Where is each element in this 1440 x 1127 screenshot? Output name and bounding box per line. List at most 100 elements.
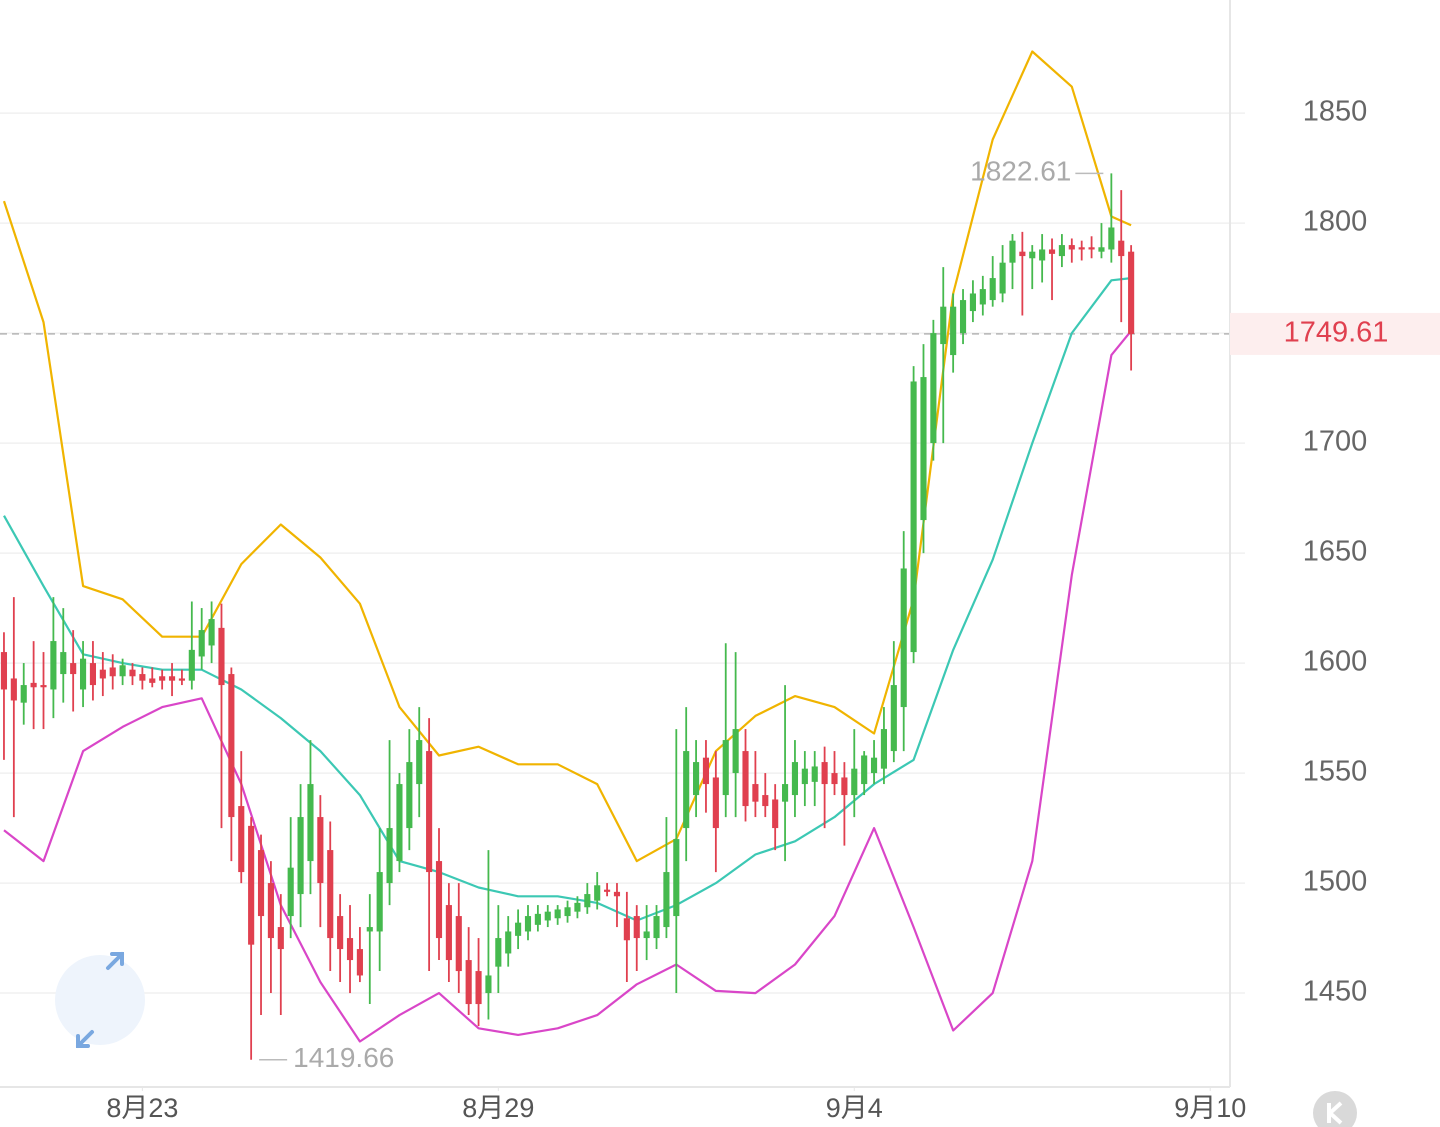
candle-body: [337, 916, 344, 950]
candle-body: [712, 777, 719, 829]
candle-body: [40, 685, 47, 688]
x-tick-label: 9月4: [826, 1093, 883, 1123]
candle-body: [356, 949, 363, 976]
candle-body: [159, 676, 166, 681]
candle-body: [742, 751, 749, 807]
candle-body: [307, 784, 314, 862]
candle-body: [900, 568, 907, 708]
candle-body: [781, 784, 789, 802]
min-label: 1419.66: [293, 1042, 394, 1073]
candle-body: [613, 891, 621, 897]
candle-body: [989, 278, 996, 301]
max-label: 1822.61: [970, 156, 1071, 187]
candle-body: [1108, 227, 1115, 250]
candle-body: [485, 975, 492, 994]
candle-body: [317, 817, 324, 884]
candle-body: [475, 971, 482, 1005]
candle-body: [267, 883, 274, 939]
y-tick-label: 1500: [1303, 866, 1368, 898]
k-icon[interactable]: [1327, 1101, 1343, 1125]
candle-body: [1039, 249, 1046, 261]
candle-body: [109, 667, 116, 677]
candle-body: [930, 333, 937, 444]
x-tick-label: 8月29: [462, 1093, 534, 1123]
x-tick-label: 8月23: [106, 1093, 178, 1123]
candle-body: [683, 751, 690, 829]
candle-body: [208, 619, 215, 646]
k-button[interactable]: [1313, 1091, 1357, 1127]
candle-body: [406, 762, 413, 829]
x-tick-label: 9月10: [1174, 1093, 1246, 1123]
candle-body: [287, 867, 294, 917]
expand-circle[interactable]: [55, 955, 145, 1045]
candle-body: [623, 918, 630, 941]
candle-body: [801, 768, 808, 785]
candle-body: [999, 262, 1006, 294]
candle-body: [841, 777, 848, 796]
candle-body: [594, 885, 601, 901]
candle-body: [584, 894, 591, 908]
candle-body: [1048, 249, 1056, 254]
candle-body: [1128, 251, 1135, 334]
candle-body: [574, 902, 581, 912]
candle-body: [257, 850, 265, 917]
candle-body: [178, 678, 185, 681]
expand-icon[interactable]: [76, 952, 124, 1048]
candle-body: [673, 839, 680, 917]
candle-body: [702, 757, 710, 785]
candle-body: [732, 729, 739, 774]
candle-body: [762, 795, 769, 807]
candle-body: [653, 916, 660, 939]
expand-button[interactable]: [55, 952, 145, 1048]
candle-body: [445, 905, 452, 961]
candle-body: [791, 762, 799, 796]
candle-body: [890, 685, 897, 752]
y-tick-label: 1450: [1303, 976, 1368, 1008]
candle-body: [811, 766, 818, 782]
candle-body: [346, 938, 354, 961]
candle-body: [1029, 251, 1036, 259]
candle-body: [979, 289, 986, 305]
candle-body: [633, 916, 640, 939]
candle-body: [1098, 247, 1105, 252]
candle-body: [910, 381, 917, 653]
candle-body: [959, 300, 967, 334]
candle-body: [940, 306, 947, 345]
candle-body: [554, 909, 561, 919]
candle-body: [772, 799, 779, 829]
candle-body: [79, 658, 87, 690]
candle-body: [1078, 247, 1085, 250]
candle-body: [376, 872, 383, 932]
candle-body: [129, 669, 136, 677]
candle-body: [693, 762, 700, 796]
candle-body: [851, 768, 858, 796]
candle-body: [386, 828, 393, 884]
candle-body: [426, 751, 433, 873]
candle-body: [722, 740, 729, 796]
candle-body: [663, 872, 670, 928]
last-price-label: 1749.61: [1284, 317, 1389, 349]
candle-body: [99, 669, 106, 679]
candle-body: [60, 652, 67, 675]
candle-body: [327, 850, 334, 939]
candle-body: [1058, 245, 1065, 257]
candle-body: [564, 907, 571, 917]
y-tick-label: 1700: [1303, 426, 1368, 458]
candle-body: [1019, 251, 1026, 257]
candle-body: [89, 663, 97, 686]
y-tick-label: 1550: [1303, 756, 1368, 788]
candle-body: [821, 762, 828, 785]
candle-body: [238, 806, 245, 873]
last-price-tag: [1230, 312, 1440, 355]
candle-body: [228, 674, 235, 818]
candle-body: [524, 916, 532, 932]
candle-body: [188, 649, 195, 681]
candle-body: [515, 922, 522, 936]
candle-body: [139, 674, 146, 681]
candle-body: [10, 678, 17, 701]
candle-body: [861, 755, 868, 785]
candle-body: [880, 729, 888, 769]
band-line: [2, 50, 1132, 863]
candle-body: [920, 377, 927, 521]
